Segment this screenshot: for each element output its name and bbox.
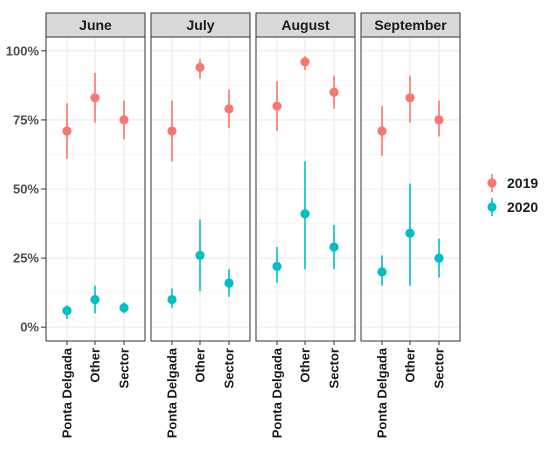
legend-key-point bbox=[487, 178, 497, 188]
facet-panel-august: August Ponta Delgada Other Sector bbox=[255, 12, 356, 438]
y-tick-label: 25% bbox=[13, 251, 39, 266]
legend-key-point bbox=[487, 202, 497, 212]
legend-label: 2019 bbox=[507, 175, 538, 191]
x-tick-label: Ponta Delgada bbox=[60, 347, 75, 438]
y-tick-label: 75% bbox=[13, 112, 39, 127]
data-point-2019 bbox=[434, 115, 444, 125]
facet-strip bbox=[360, 12, 461, 38]
data-point-2020 bbox=[300, 209, 310, 219]
data-point-2019 bbox=[195, 62, 205, 72]
facet-panel-july: July Ponta Delgada Other Sector bbox=[150, 12, 251, 438]
facet-strip-label: July bbox=[186, 17, 214, 33]
facet-strip bbox=[45, 12, 146, 38]
y-tick-label: 50% bbox=[13, 182, 39, 197]
data-point-2019 bbox=[377, 126, 387, 136]
y-tick-label: 100% bbox=[6, 43, 40, 58]
x-tick-label: Ponta Delgada bbox=[270, 347, 285, 438]
x-tick-label: Other bbox=[403, 348, 418, 383]
x-tick-label: Sector bbox=[432, 348, 447, 388]
data-point-2019 bbox=[329, 87, 339, 97]
data-point-2020 bbox=[224, 278, 234, 288]
x-tick-label: Sector bbox=[117, 348, 132, 388]
data-point-2019 bbox=[90, 93, 100, 103]
data-point-2020 bbox=[167, 294, 177, 305]
y-tick-label: 0% bbox=[20, 320, 39, 335]
legend-item-2020: 2020 bbox=[487, 198, 538, 216]
data-point-2020 bbox=[90, 294, 100, 305]
data-point-2019 bbox=[119, 115, 129, 125]
x-tick-label: Ponta Delgada bbox=[375, 347, 390, 438]
data-point-2019 bbox=[224, 104, 234, 114]
data-point-2020 bbox=[272, 261, 282, 271]
facet-panel-september: September Ponta Delgada Other Sector bbox=[360, 12, 461, 438]
data-point-2020 bbox=[62, 306, 72, 316]
facet-strip-label: September bbox=[374, 17, 447, 33]
facet-strip-label: August bbox=[281, 17, 330, 33]
x-tick-label: Ponta Delgada bbox=[165, 347, 180, 438]
data-point-2020 bbox=[329, 242, 339, 252]
legend-label: 2020 bbox=[507, 199, 538, 215]
facet-strip bbox=[255, 12, 356, 38]
data-point-2020 bbox=[195, 250, 205, 260]
data-point-2020 bbox=[377, 267, 387, 277]
data-point-2019 bbox=[405, 93, 415, 103]
data-point-2020 bbox=[434, 253, 444, 263]
legend-item-2019: 2019 bbox=[487, 174, 538, 192]
x-tick-label: Other bbox=[88, 348, 103, 383]
data-point-2019 bbox=[167, 126, 177, 136]
data-point-2020 bbox=[405, 228, 415, 238]
x-tick-label: Other bbox=[298, 348, 313, 383]
facet-panel-june: June Ponta Delgada Other Sector bbox=[45, 12, 146, 438]
x-tick-label: Sector bbox=[327, 348, 342, 388]
data-point-2019 bbox=[272, 101, 282, 111]
data-point-2019 bbox=[300, 57, 310, 67]
facet-strip-label: June bbox=[79, 17, 112, 33]
data-point-2019 bbox=[62, 126, 72, 136]
data-point-2020 bbox=[119, 303, 129, 313]
x-tick-label: Sector bbox=[222, 348, 237, 388]
x-tick-label: Other bbox=[193, 348, 208, 383]
